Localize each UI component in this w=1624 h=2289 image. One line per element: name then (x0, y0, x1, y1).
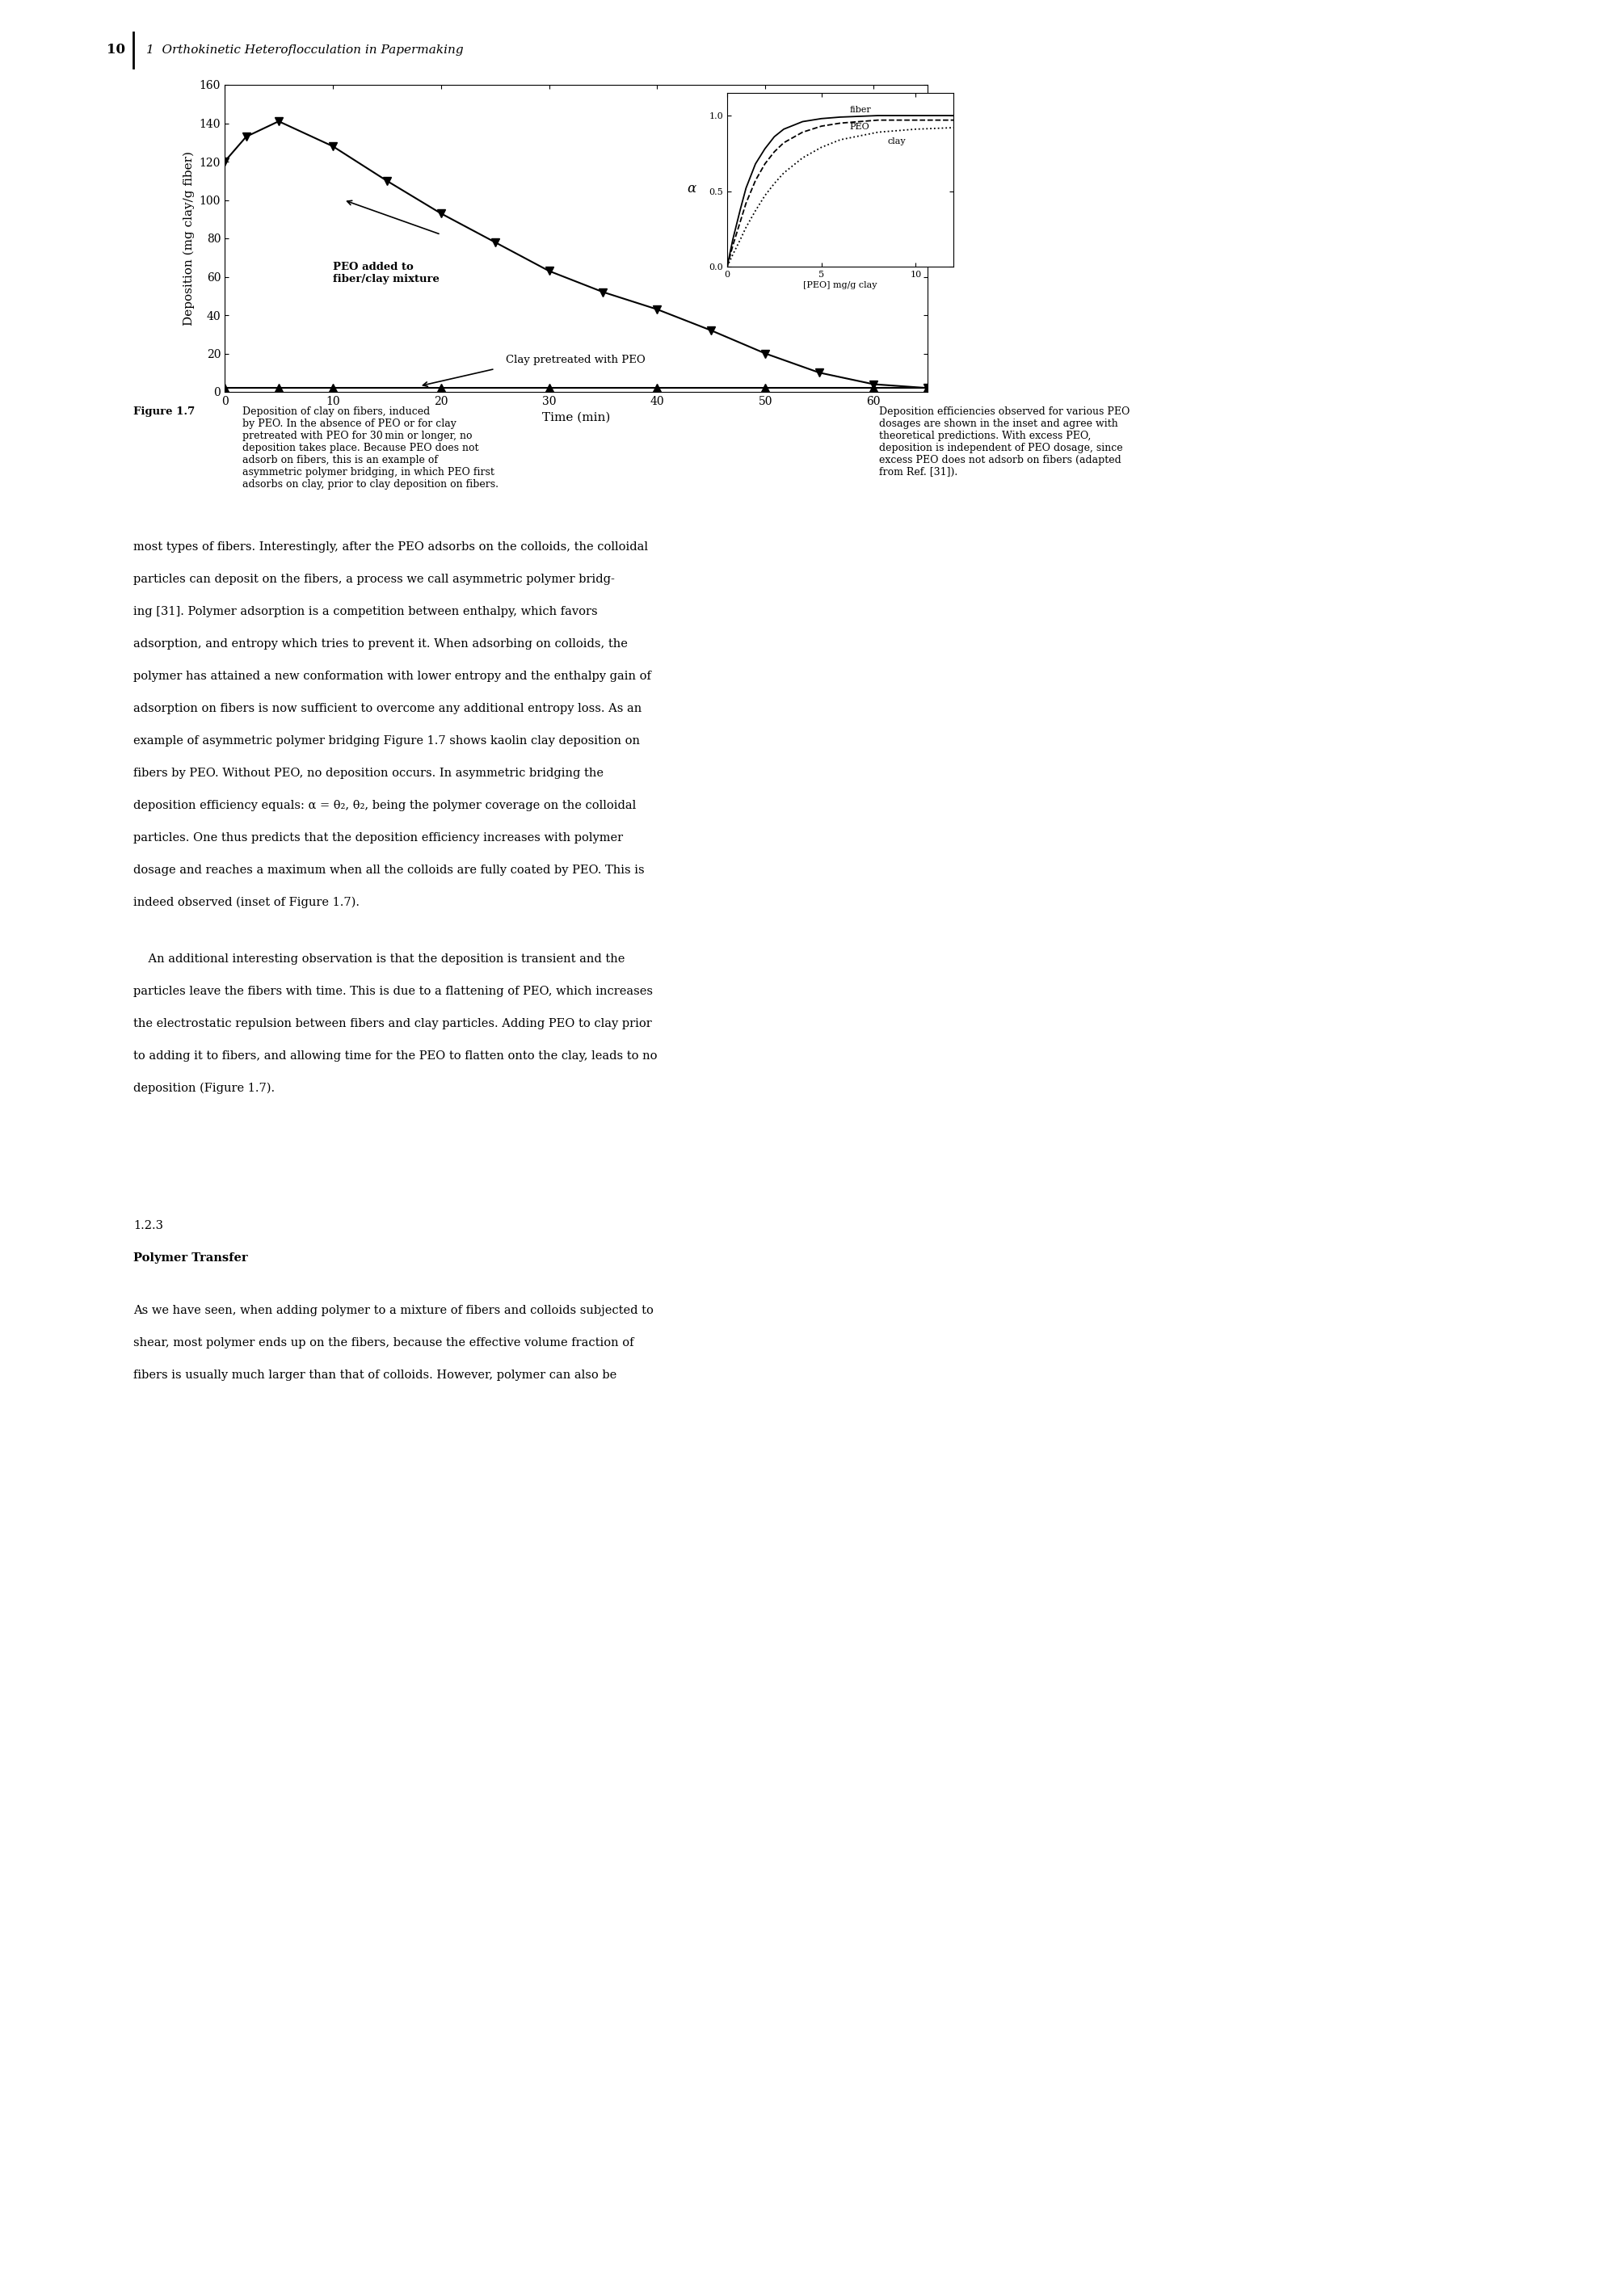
Text: 1  Orthokinetic Heteroflocculation in Papermaking: 1 Orthokinetic Heteroflocculation in Pap… (146, 43, 463, 55)
Text: particles can deposit on the fibers, a process we call asymmetric polymer bridg-: particles can deposit on the fibers, a p… (133, 575, 615, 586)
Text: particles leave the fibers with time. This is due to a flattening of PEO, which : particles leave the fibers with time. Th… (133, 987, 653, 998)
Text: fibers by PEO. Without PEO, no deposition occurs. In asymmetric bridging the: fibers by PEO. Without PEO, no depositio… (133, 767, 604, 778)
Text: deposition (Figure 1.7).: deposition (Figure 1.7). (133, 1083, 274, 1094)
Text: to adding it to fibers, and allowing time for the PEO to flatten onto the clay, : to adding it to fibers, and allowing tim… (133, 1051, 658, 1062)
Text: Clay pretreated with PEO: Clay pretreated with PEO (505, 355, 645, 364)
Text: fibers is usually much larger than that of colloids. However, polymer can also b: fibers is usually much larger than that … (133, 1369, 617, 1380)
Text: Deposition efficiencies observed for various PEO
dosages are shown in the inset : Deposition efficiencies observed for var… (879, 407, 1129, 478)
Text: example of asymmetric polymer bridging Figure 1.7 shows kaolin clay deposition o: example of asymmetric polymer bridging F… (133, 735, 640, 746)
Text: the electrostatic repulsion between fibers and clay particles. Adding PEO to cla: the electrostatic repulsion between fibe… (133, 1019, 651, 1030)
Text: Deposition of clay on fibers, induced
by PEO. In the absence of PEO or for clay
: Deposition of clay on fibers, induced by… (242, 407, 499, 490)
Text: particles. One thus predicts that the deposition efficiency increases with polym: particles. One thus predicts that the de… (133, 833, 624, 845)
Text: PEO: PEO (849, 124, 870, 130)
Text: most types of fibers. Interestingly, after the PEO adsorbs on the colloids, the : most types of fibers. Interestingly, aft… (133, 540, 648, 552)
X-axis label: [PEO] mg/g clay: [PEO] mg/g clay (804, 282, 877, 288)
Text: clay: clay (887, 137, 906, 146)
Text: deposition efficiency equals: α = θ₂, θ₂, being the polymer coverage on the coll: deposition efficiency equals: α = θ₂, θ₂… (133, 799, 637, 810)
Text: indeed observed (inset of Figure 1.7).: indeed observed (inset of Figure 1.7). (133, 897, 359, 909)
Text: adsorption on fibers is now sufficient to overcome any additional entropy loss. : adsorption on fibers is now sufficient t… (133, 703, 641, 714)
X-axis label: Time (min): Time (min) (542, 412, 611, 423)
Text: Figure 1.7: Figure 1.7 (133, 407, 195, 417)
Text: fiber: fiber (849, 105, 872, 114)
Text: An additional interesting observation is that the deposition is transient and th: An additional interesting observation is… (133, 955, 625, 964)
Text: As we have seen, when adding polymer to a mixture of fibers and colloids subject: As we have seen, when adding polymer to … (133, 1305, 653, 1316)
Text: polymer has attained a new conformation with lower entropy and the enthalpy gain: polymer has attained a new conformation … (133, 671, 651, 682)
Y-axis label: Deposition (mg clay/g fiber): Deposition (mg clay/g fiber) (184, 151, 195, 325)
Text: adsorption, and entropy which tries to prevent it. When adsorbing on colloids, t: adsorption, and entropy which tries to p… (133, 639, 628, 650)
Text: Polymer Transfer: Polymer Transfer (133, 1252, 248, 1264)
Text: dosage and reaches a maximum when all the colloids are fully coated by PEO. This: dosage and reaches a maximum when all th… (133, 865, 645, 877)
Text: PEO added to
fiber/clay mixture: PEO added to fiber/clay mixture (333, 261, 440, 284)
Text: $\alpha$: $\alpha$ (687, 181, 697, 195)
Text: 10: 10 (107, 43, 125, 57)
Text: shear, most polymer ends up on the fibers, because the effective volume fraction: shear, most polymer ends up on the fiber… (133, 1337, 633, 1348)
Text: ing [31]. Polymer adsorption is a competition between enthalpy, which favors: ing [31]. Polymer adsorption is a compet… (133, 607, 598, 618)
Text: 1.2.3: 1.2.3 (133, 1220, 162, 1231)
